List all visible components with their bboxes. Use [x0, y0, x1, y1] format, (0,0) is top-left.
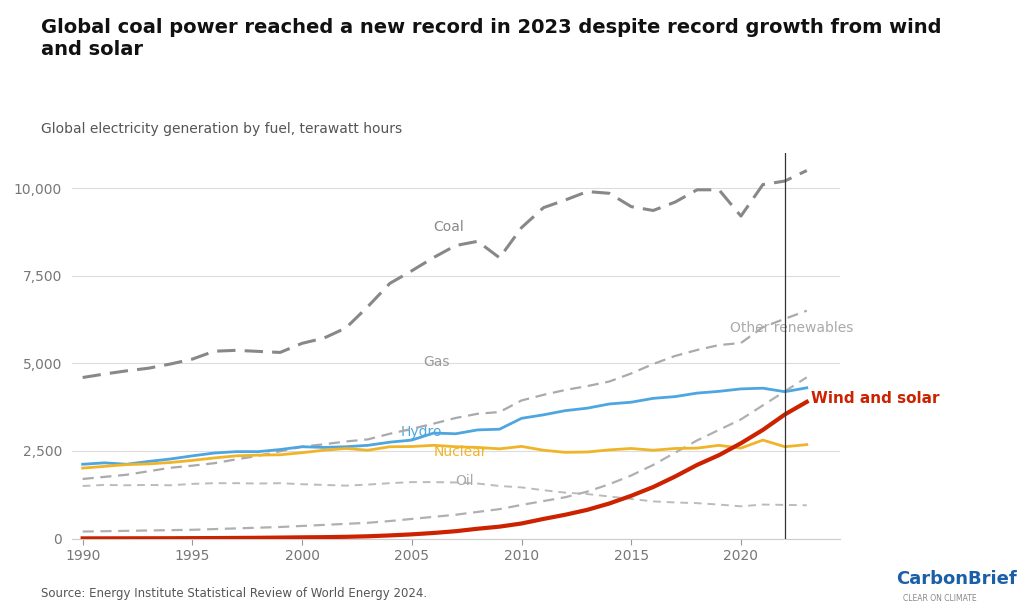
Text: CLEAR ON CLIMATE: CLEAR ON CLIMATE [903, 594, 977, 603]
Text: Hydro: Hydro [400, 425, 442, 439]
Text: Gas: Gas [423, 354, 450, 368]
Text: Global coal power reached a new record in 2023 despite record growth from wind
a: Global coal power reached a new record i… [41, 18, 941, 59]
Text: Coal: Coal [434, 220, 465, 234]
Text: Other renewables: Other renewables [730, 321, 853, 335]
Text: Wind and solar: Wind and solar [811, 391, 940, 406]
Text: Nuclear: Nuclear [434, 445, 487, 458]
Text: Global electricity generation by fuel, terawatt hours: Global electricity generation by fuel, t… [41, 122, 402, 136]
Text: CarbonBrief: CarbonBrief [896, 570, 1017, 588]
Text: Source: Energy Institute Statistical Review of World Energy 2024.: Source: Energy Institute Statistical Rev… [41, 587, 427, 600]
Text: Oil: Oil [456, 474, 474, 488]
